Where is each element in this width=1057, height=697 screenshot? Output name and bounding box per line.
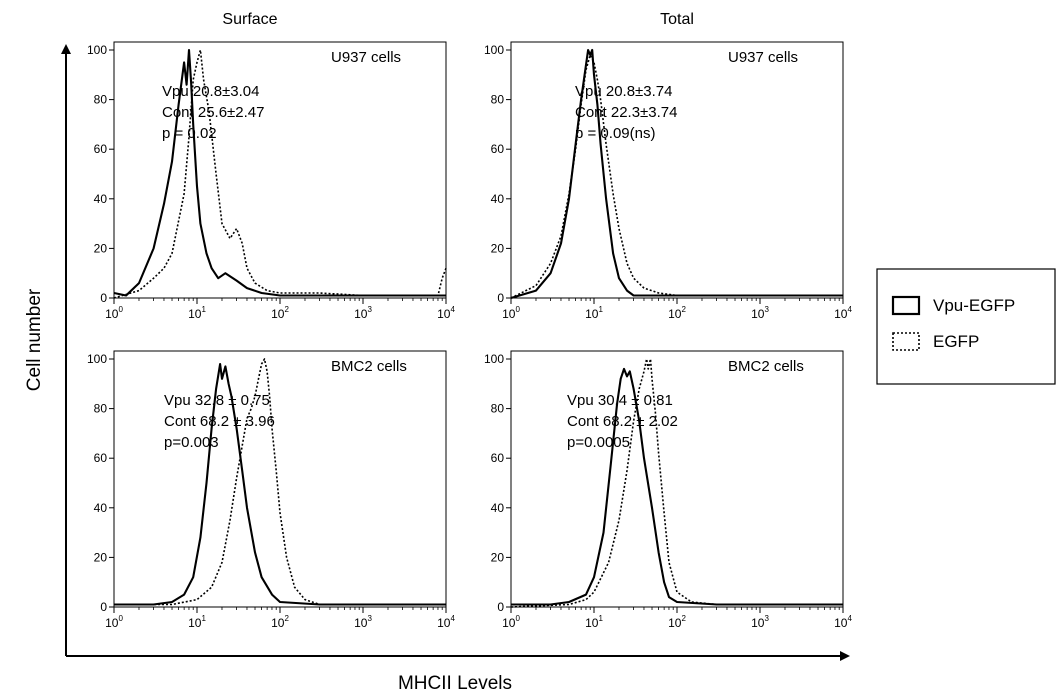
x-tick-label: 101 — [188, 614, 206, 630]
annotation-line: Vpu 20.8±3.74 — [575, 83, 672, 100]
annotation-line: Vpu 30.4 ± 0.81 — [567, 392, 673, 409]
series-vpu-egfp-line — [511, 367, 843, 606]
plot-frame — [113, 41, 447, 299]
panels: 0 20 40 60 80 100 100 101 102 103 104 U937 cells Vpu… — [87, 41, 852, 630]
x-tick-label: 100 — [105, 614, 123, 630]
y-tick-label: 0 — [100, 600, 107, 614]
y-tick-label: 0 — [100, 291, 107, 305]
y-tick-label: 100 — [484, 43, 504, 57]
annotation-line: p = 0.09(ns) — [575, 125, 655, 142]
y-tick-label: 60 — [94, 451, 108, 465]
x-tick-label: 101 — [585, 305, 603, 321]
y-tick-label: 100 — [484, 352, 504, 366]
x-tick-label: 103 — [354, 305, 372, 321]
y-tick-label: 20 — [491, 241, 505, 255]
x-tick-label: 103 — [751, 305, 769, 321]
x-tick-label: 104 — [834, 614, 852, 630]
panel-title: U937 cells — [331, 49, 401, 66]
annotation-line: Cont 25.6±2.47 — [162, 104, 264, 121]
panel-title: BMC2 cells — [728, 358, 804, 375]
panel-title: U937 cells — [728, 49, 798, 66]
y-tick-label: 80 — [491, 402, 505, 416]
panel-3: 0 20 40 60 80 100 100 101 102 103 104 BMC2 cells Vpu… — [87, 350, 455, 630]
annotation-line: Cont 68.2 ± 2.02 — [567, 413, 678, 430]
x-tick-label: 100 — [105, 305, 123, 321]
y-tick-label: 100 — [87, 43, 107, 57]
legend-swatch-solid — [891, 295, 921, 316]
annotation-line: Cont 68.2 ± 3.96 — [164, 413, 275, 430]
annotation-line: Vpu 32.8 ± 0.75 — [164, 392, 270, 409]
annotation-line: Cont 22.3±3.74 — [575, 104, 677, 121]
y-tick-label: 20 — [94, 550, 108, 564]
annotation-line: Vpu 20.8±3.04 — [162, 83, 259, 100]
y-tick-label: 80 — [491, 93, 505, 107]
series-egfp-line — [114, 358, 446, 606]
figure-x-axis-title: MHCII Levels — [398, 673, 512, 694]
panel-4: 0 20 40 60 80 100 100 101 102 103 104 BMC2 cells Vpu… — [484, 350, 852, 630]
y-tick-label: 100 — [87, 352, 107, 366]
y-tick-label: 40 — [94, 192, 108, 206]
series-vpu-egfp-line — [114, 362, 446, 606]
panel-title: BMC2 cells — [331, 358, 407, 375]
legend-label-egfp: EGFP — [933, 332, 979, 351]
plot-frame — [113, 350, 447, 608]
y-tick-label: 40 — [491, 192, 505, 206]
y-tick-label: 0 — [497, 600, 504, 614]
x-tick-label: 102 — [668, 305, 686, 321]
y-tick-label: 80 — [94, 93, 108, 107]
y-tick-label: 20 — [94, 241, 108, 255]
y-tick-label: 40 — [94, 501, 108, 515]
annotation-line: p = 0.02 — [162, 125, 217, 142]
x-tick-label: 102 — [271, 614, 289, 630]
series-vpu-egfp-line — [113, 48, 446, 297]
x-tick-label: 101 — [585, 614, 603, 630]
x-tick-label: 101 — [188, 305, 206, 321]
x-tick-label: 104 — [437, 305, 455, 321]
y-tick-label: 60 — [491, 142, 505, 156]
y-tick-label: 60 — [491, 451, 505, 465]
panel-2: 0 20 40 60 80 100 100 101 102 103 104 U937 cells Vpu… — [484, 41, 852, 321]
y-tick-label: 20 — [491, 550, 505, 564]
annotation-line: p=0.003 — [164, 434, 219, 451]
x-tick-label: 103 — [354, 614, 372, 630]
series-egfp-line — [510, 358, 843, 608]
y-tick-label: 60 — [94, 142, 108, 156]
x-tick-label: 104 — [834, 305, 852, 321]
legend-box — [876, 268, 1056, 385]
column-title-surface: Surface — [222, 11, 277, 28]
panel-1: 0 20 40 60 80 100 100 101 102 103 104 U937 cells Vpu… — [87, 41, 455, 321]
legend-label-vpu-egfp: Vpu-EGFP — [933, 296, 1015, 315]
x-tick-label: 100 — [502, 305, 520, 321]
column-title-total: Total — [660, 11, 694, 28]
plot-frame — [510, 41, 844, 299]
plot-frame — [510, 350, 844, 608]
series-egfp-line — [510, 54, 843, 299]
x-tick-label: 102 — [668, 614, 686, 630]
y-tick-label: 0 — [497, 291, 504, 305]
y-tick-label: 80 — [94, 402, 108, 416]
figure-y-axis-title: Cell number — [24, 288, 45, 391]
series-egfp-line — [113, 49, 447, 299]
legend: Vpu-EGFP EGFP — [876, 268, 1056, 385]
series-vpu-egfp-line — [510, 48, 843, 300]
x-tick-label: 103 — [751, 614, 769, 630]
y-tick-label: 40 — [491, 501, 505, 515]
x-tick-label: 100 — [502, 614, 520, 630]
legend-swatch-dotted — [892, 332, 920, 351]
annotation-line: p=0.0005 — [567, 434, 630, 451]
x-tick-label: 104 — [437, 614, 455, 630]
x-tick-label: 102 — [271, 305, 289, 321]
